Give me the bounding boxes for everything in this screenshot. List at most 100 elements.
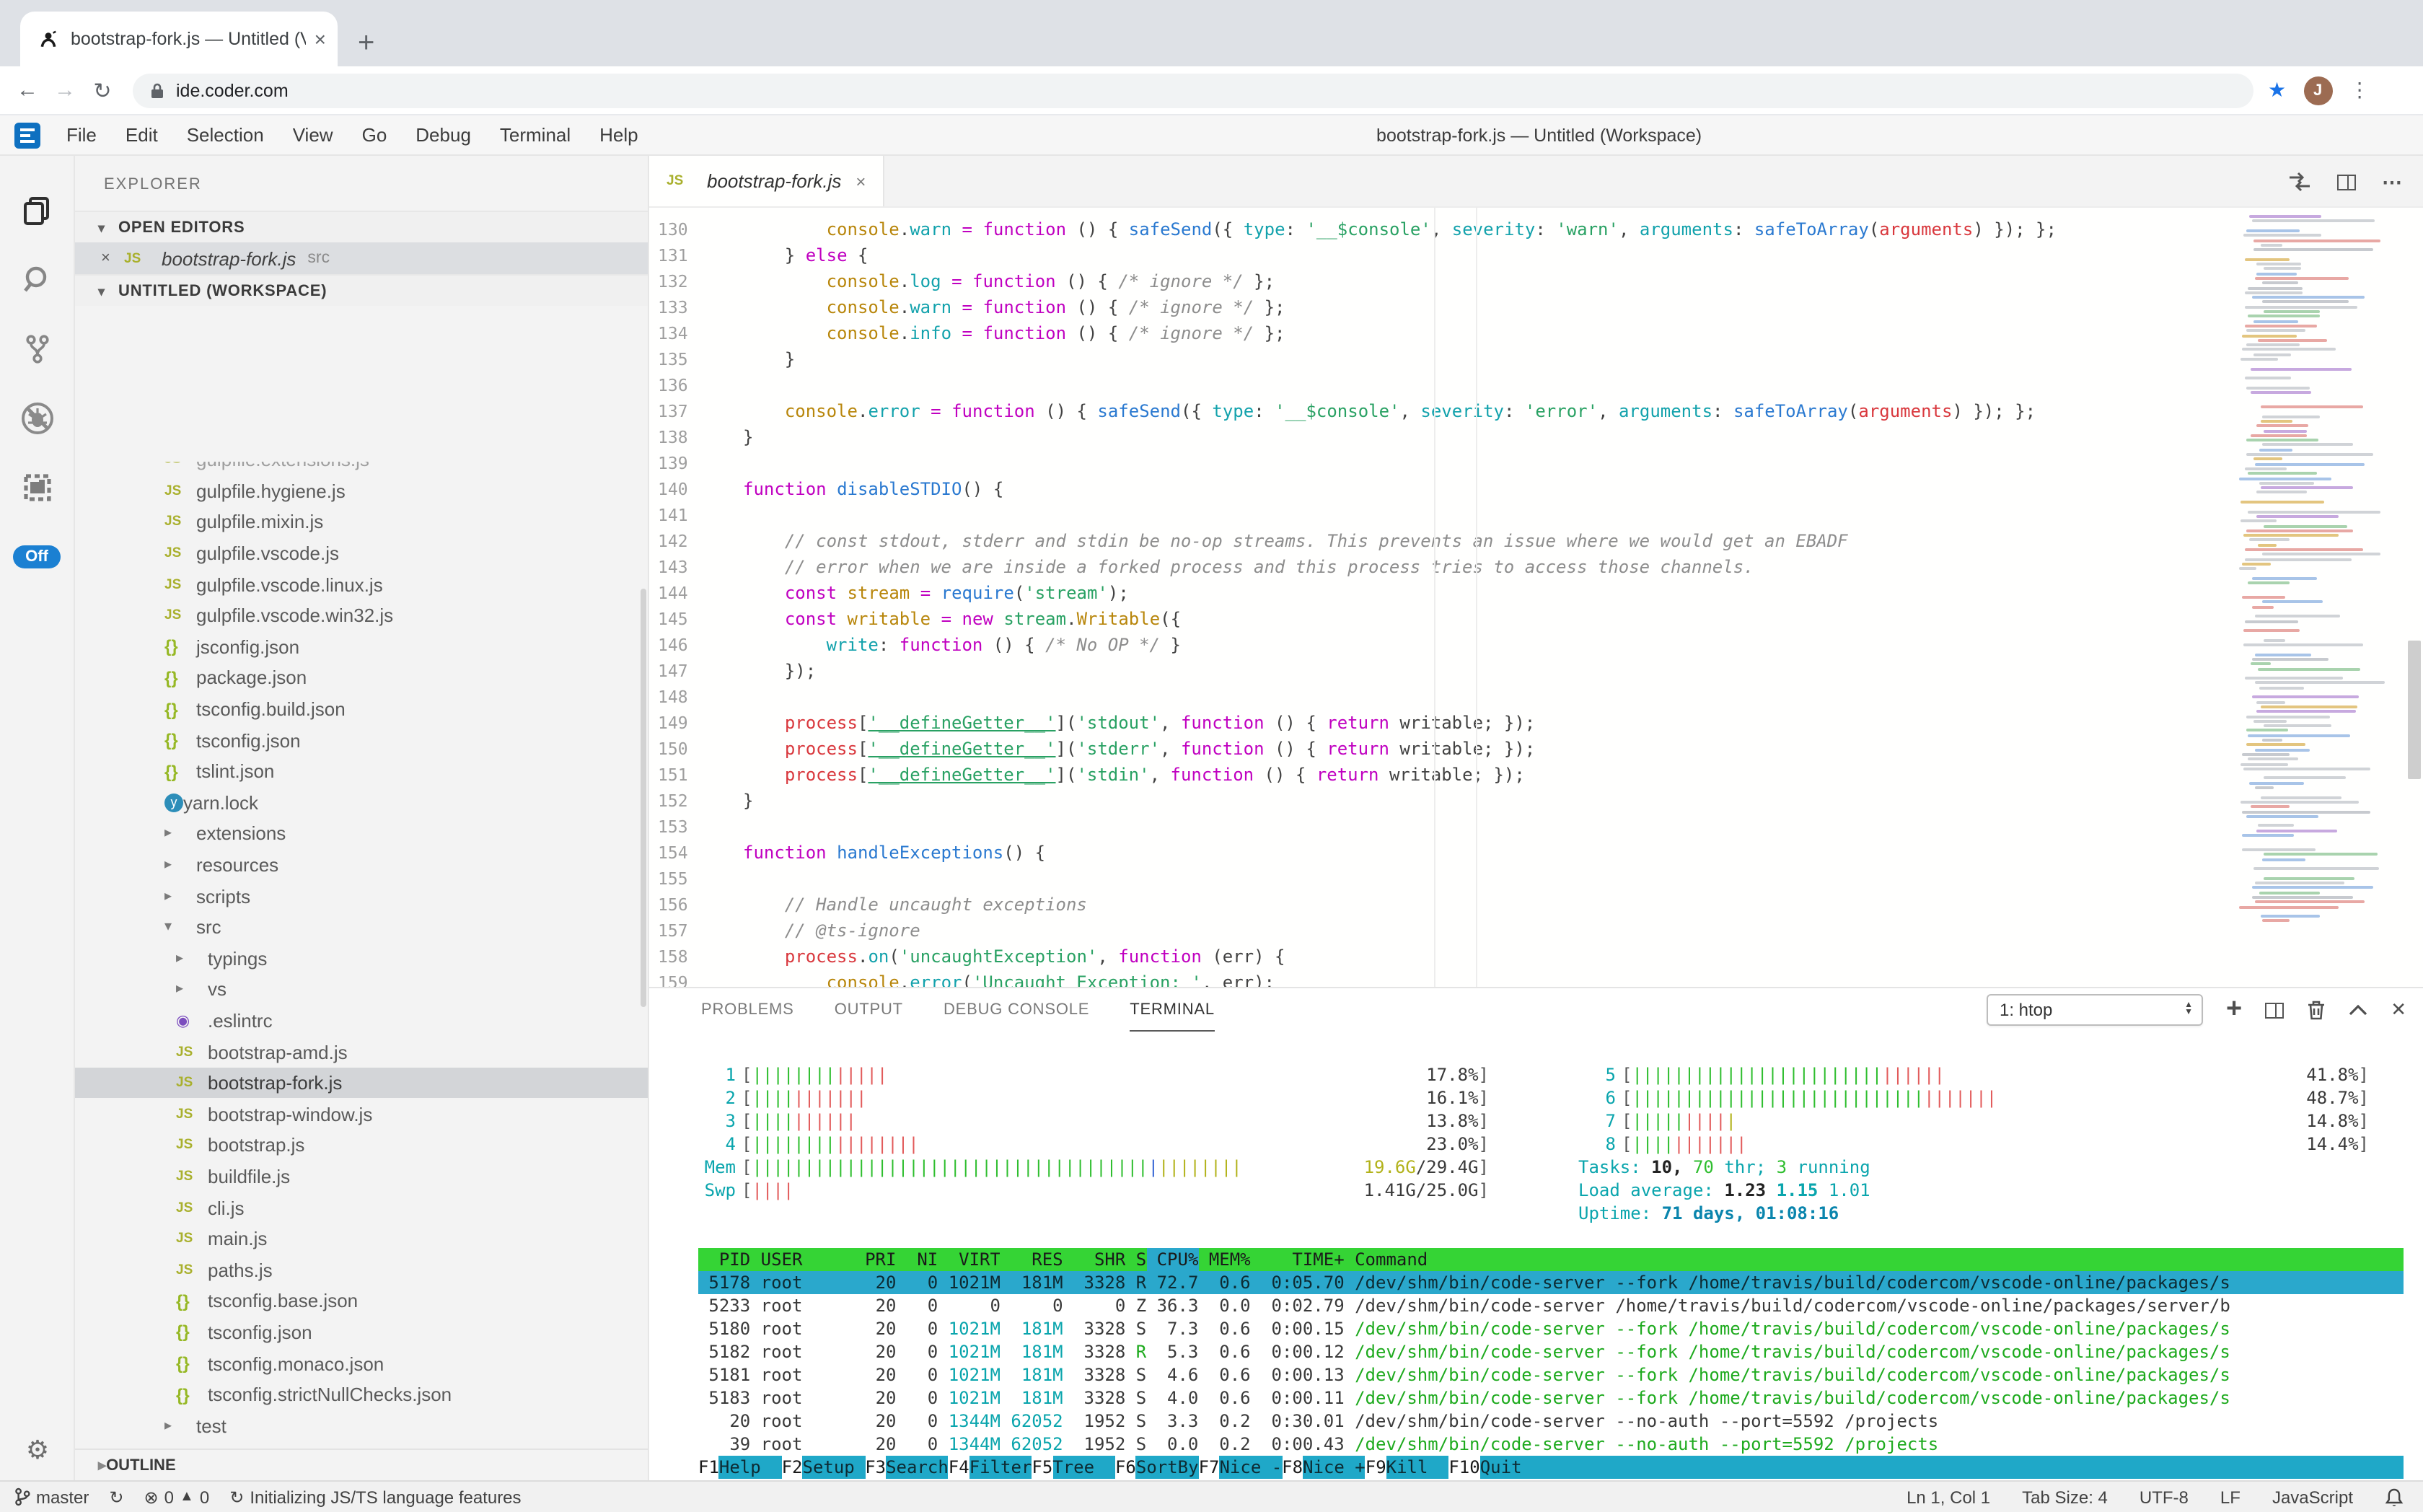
file-row-paths.js[interactable]: JS paths.js [75, 1254, 648, 1285]
file-row-tsconfig.json[interactable]: {} tsconfig.json [75, 725, 648, 756]
sidebar-scrollbar[interactable] [641, 589, 646, 1007]
split-editor-icon[interactable] [2337, 174, 2356, 190]
status-javascript[interactable]: JavaScript [2272, 1487, 2353, 1507]
htop-function-keys[interactable]: F1 Help F2 Setup F3 Search F4 Filter F5 Tree F6 Sor… [698, 1456, 2404, 1479]
language-status[interactable]: ↻ Initializing JS/TS language features [229, 1487, 522, 1507]
file-row-bootstrap-amd.js[interactable]: JS bootstrap-amd.js [75, 1037, 648, 1068]
file-row-jsconfig.json[interactable]: {} jsconfig.json [75, 631, 648, 662]
process-row-5178[interactable]: 5178 root 20 0 1021M 181M 3328 R 72.7 0.6 0:05.70/… [698, 1271, 2404, 1294]
close-tab-icon[interactable]: × [856, 171, 866, 191]
file-row-tsconfig.base.json[interactable]: {} tsconfig.base.json [75, 1285, 648, 1317]
new-tab-button[interactable]: + [358, 27, 375, 59]
menu-go[interactable]: Go [361, 123, 387, 145]
close-panel-icon[interactable]: ✕ [2391, 998, 2406, 1020]
terminal-select[interactable]: 1: htop ▲ ▼ [1986, 994, 2203, 1026]
file-row-gulpfile.vscode.linux.js[interactable]: JS gulpfile.vscode.linux.js [75, 569, 648, 600]
close-editor-icon[interactable]: × [101, 250, 110, 267]
preview-icon[interactable] [2, 453, 71, 522]
htop-table-header[interactable]: PID USER PRI NI VIRT RES SHR S CPU% MEM% TIME+ Comm… [698, 1248, 2404, 1271]
browser-menu-icon[interactable]: ⋮ [2349, 78, 2370, 101]
file-row-buildfile.js[interactable]: JS buildfile.js [75, 1161, 648, 1192]
outline-header[interactable]: ▸OUTLINE [75, 1449, 648, 1480]
process-row-5182[interactable]: 5182 root 20 0 1021M 181M 3328 R 5.3 0.6 0:00.12/d… [708, 1342, 2230, 1362]
process-row-5181[interactable]: 5181 root 20 0 1021M 181M 3328 S 4.6 0.6 0:00.13/d… [708, 1365, 2230, 1385]
process-row-5233[interactable]: 5233 root 20 0 0 0 0 Z 36.3 0.0 0:02.79/dev/shm/bi… [708, 1296, 2230, 1316]
file-row-bootstrap-window.js[interactable]: JS bootstrap-window.js [75, 1099, 648, 1130]
panel-tab-problems[interactable]: PROBLEMS [701, 1001, 794, 1019]
file-row-src[interactable]: ▾ src [75, 912, 648, 943]
kill-terminal-icon[interactable] [2307, 1000, 2326, 1020]
file-row-tsconfig.json[interactable]: {} tsconfig.json [75, 1317, 648, 1348]
file-row-main.js[interactable]: JS main.js [75, 1223, 648, 1254]
file-row-scripts[interactable]: ▸ scripts [75, 881, 648, 912]
panel-tab-debug-console[interactable]: DEBUG CONSOLE [943, 1001, 1090, 1019]
file-row-test[interactable]: ▸ test [75, 1410, 648, 1441]
settings-gear-icon[interactable]: ⚙ [25, 1436, 50, 1464]
file-row-gulpfile.vscode.win32.js[interactable]: JS gulpfile.vscode.win32.js [75, 600, 648, 631]
file-row-bootstrap.js[interactable]: JS bootstrap.js [75, 1130, 648, 1161]
menu-file[interactable]: File [66, 123, 97, 145]
off-toggle-badge[interactable]: Off [12, 545, 61, 568]
file-row-gulpfile.vscode.js[interactable]: JS gulpfile.vscode.js [75, 538, 648, 569]
forward-button[interactable]: → [54, 78, 76, 102]
workspace-header[interactable]: ▾ UNTITLED (WORKSPACE) [75, 274, 648, 306]
terminal[interactable]: 1[||||||||||||| 17.8%] 5[|||||||||||||||||… [649, 1032, 2423, 1480]
file-row-.editorconfig[interactable]: ⚙.editorconfig [75, 1441, 648, 1449]
back-button[interactable]: ← [17, 78, 38, 102]
process-row-39[interactable]: 39 root 20 0 1344M 62052 1952 S 0.0 0.2 0:00.43/de… [729, 1434, 1939, 1454]
file-row-package.json[interactable]: {} package.json [75, 662, 648, 693]
status-utf-8[interactable]: UTF-8 [2139, 1487, 2189, 1507]
menu-selection[interactable]: Selection [186, 123, 264, 145]
bookmark-star-icon[interactable]: ★ [2268, 78, 2287, 101]
new-terminal-icon[interactable]: + [2225, 994, 2243, 1024]
process-row-5180[interactable]: 5180 root 20 0 1021M 181M 3328 S 7.3 0.6 0:00.15/d… [708, 1319, 2230, 1339]
sync-indicator[interactable]: ↻ [109, 1487, 124, 1507]
menu-edit[interactable]: Edit [125, 123, 158, 145]
file-row-yarn.lock[interactable]: y yarn.lock [75, 787, 648, 818]
file-row-typings[interactable]: ▸ typings [75, 943, 648, 974]
file-row-tsconfig.strictNullChecks.json[interactable]: {} tsconfig.strictNullChecks.json [75, 1379, 648, 1410]
open-editors-header[interactable]: ▾ OPEN EDITORS [75, 211, 648, 242]
file-row-extensions[interactable]: ▸ extensions [75, 818, 648, 849]
status-ln-1-col-1[interactable]: Ln 1, Col 1 [1907, 1487, 1991, 1507]
address-bar[interactable]: ide.coder.com [133, 73, 2253, 107]
file-row-tslint.json[interactable]: {} tslint.json [75, 756, 648, 787]
git-branch-indicator[interactable]: master [14, 1487, 89, 1507]
menu-debug[interactable]: Debug [415, 123, 471, 145]
debug-disabled-icon[interactable] [2, 384, 71, 453]
file-row-resources[interactable]: ▸ resources [75, 849, 648, 880]
file-row-.eslintrc[interactable]: ◉ .eslintrc [75, 1005, 648, 1036]
browser-tab-close-icon[interactable]: × [314, 27, 326, 50]
source-control-icon[interactable] [2, 315, 71, 384]
process-row-20[interactable]: 20 root 20 0 1344M 62052 1952 S 3.3 0.2 0:30.01/de… [729, 1411, 1939, 1431]
open-editor-item[interactable]: × JS bootstrap-fork.js src [75, 242, 648, 274]
search-icon[interactable] [2, 245, 71, 315]
file-row-cli.js[interactable]: JS cli.js [75, 1192, 648, 1223]
avatar[interactable]: J [2303, 76, 2333, 105]
reload-button[interactable]: ↻ [93, 79, 112, 103]
file-row-gulpfile.mixin.js[interactable]: JS gulpfile.mixin.js [75, 506, 648, 537]
file-row-bootstrap-fork.js[interactable]: JS bootstrap-fork.js [75, 1067, 648, 1099]
notifications-bell-icon[interactable] [2385, 1487, 2404, 1507]
panel-tab-output[interactable]: OUTPUT [834, 1001, 903, 1019]
split-terminal-icon[interactable] [2265, 1002, 2285, 1018]
open-changes-icon[interactable] [2288, 172, 2311, 192]
explorer-icon[interactable] [2, 176, 71, 245]
editor-tab[interactable]: JS bootstrap-fork.js × [649, 156, 885, 206]
maximize-panel-icon[interactable] [2349, 1004, 2367, 1016]
editor-scrollbar[interactable] [2408, 641, 2421, 779]
menu-help[interactable]: Help [599, 123, 638, 145]
code-editor[interactable]: 130 console.warn = function () { safeSen… [649, 208, 2423, 987]
panel-tab-terminal[interactable]: TERMINAL [1130, 988, 1215, 1032]
minimap[interactable] [2236, 211, 2386, 975]
file-row-tsconfig.monaco.json[interactable]: {} tsconfig.monaco.json [75, 1348, 648, 1379]
file-row-tsconfig.build.json[interactable]: {} tsconfig.build.json [75, 694, 648, 725]
menu-terminal[interactable]: Terminal [499, 123, 571, 145]
app-logo-icon[interactable] [14, 122, 40, 148]
file-row-gulpfile.hygiene.js[interactable]: JS gulpfile.hygiene.js [75, 475, 648, 506]
menu-view[interactable]: View [292, 123, 333, 145]
status-tab-size-4[interactable]: Tab Size: 4 [2022, 1487, 2108, 1507]
process-row-5183[interactable]: 5183 root 20 0 1021M 181M 3328 S 4.0 0.6 0:00.11/d… [708, 1388, 2230, 1408]
status-lf[interactable]: LF [2220, 1487, 2240, 1507]
